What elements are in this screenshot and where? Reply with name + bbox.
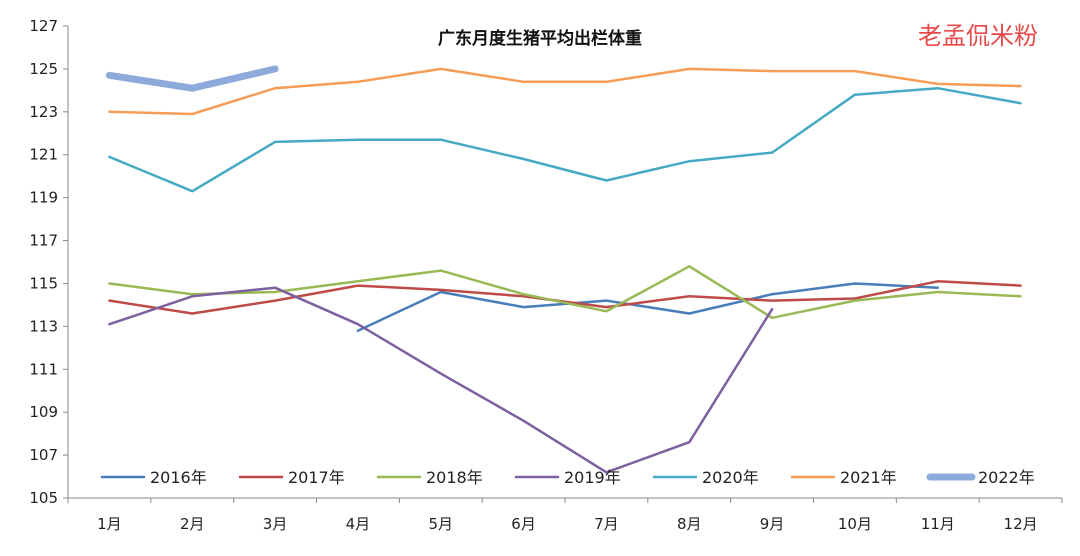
y-tick-label: 123 [29,103,58,121]
x-tick-label: 11月 [921,515,955,533]
series-line-6 [108,67,1022,116]
y-tick-label: 109 [29,403,58,421]
x-tick-label: 10月 [838,515,872,533]
legend-label: 2018年 [426,468,483,487]
y-tick-label: 125 [29,60,58,78]
legend: 2016年 2017年 2018年 2019年 2020年 2021年 2022年 [100,468,1035,487]
x-tick-label: 6月 [511,515,536,533]
axes: 105 107 109 111 113 115 117 119 121 123 125 127 1月 2月… [29,17,1063,533]
series-line-5 [108,86,1022,193]
y-tick-label: 121 [29,146,58,164]
series-line-4 [108,286,774,474]
series-line-1 [356,282,940,332]
y-tick-label: 119 [29,189,58,207]
x-tick-label: 8月 [677,515,702,533]
legend-label: 2021年 [840,468,897,487]
watermark-text: 老孟侃米粉 [918,22,1038,50]
legend-label: 2020年 [702,468,759,487]
legend-label: 2022年 [978,468,1035,487]
x-tick-label: 5月 [428,515,453,533]
y-tick-label: 127 [29,17,58,35]
x-tick-label: 2月 [180,515,205,533]
x-tick-label: 3月 [263,515,288,533]
x-tick-label: 4月 [346,515,371,533]
y-tick-label: 113 [29,317,58,335]
x-tick-label: 1月 [97,515,122,533]
chart-title: 广东月度生猪平均出栏体重 [438,28,642,49]
y-tick-label: 107 [29,446,58,464]
series-lines [105,65,1022,474]
x-tick-label: 9月 [760,515,785,533]
y-tick-label: 117 [29,232,58,250]
x-tick-label: 12月 [1004,515,1038,533]
series-line-3 [108,265,1022,320]
legend-label: 2017年 [288,468,345,487]
y-tick-label: 111 [29,360,58,378]
legend-label: 2019年 [564,468,621,487]
series-line-7 [105,65,279,92]
y-tick-label: 105 [29,489,58,507]
y-tick-label: 115 [29,274,58,292]
legend-label: 2016年 [150,468,207,487]
x-tick-label: 7月 [594,515,619,533]
